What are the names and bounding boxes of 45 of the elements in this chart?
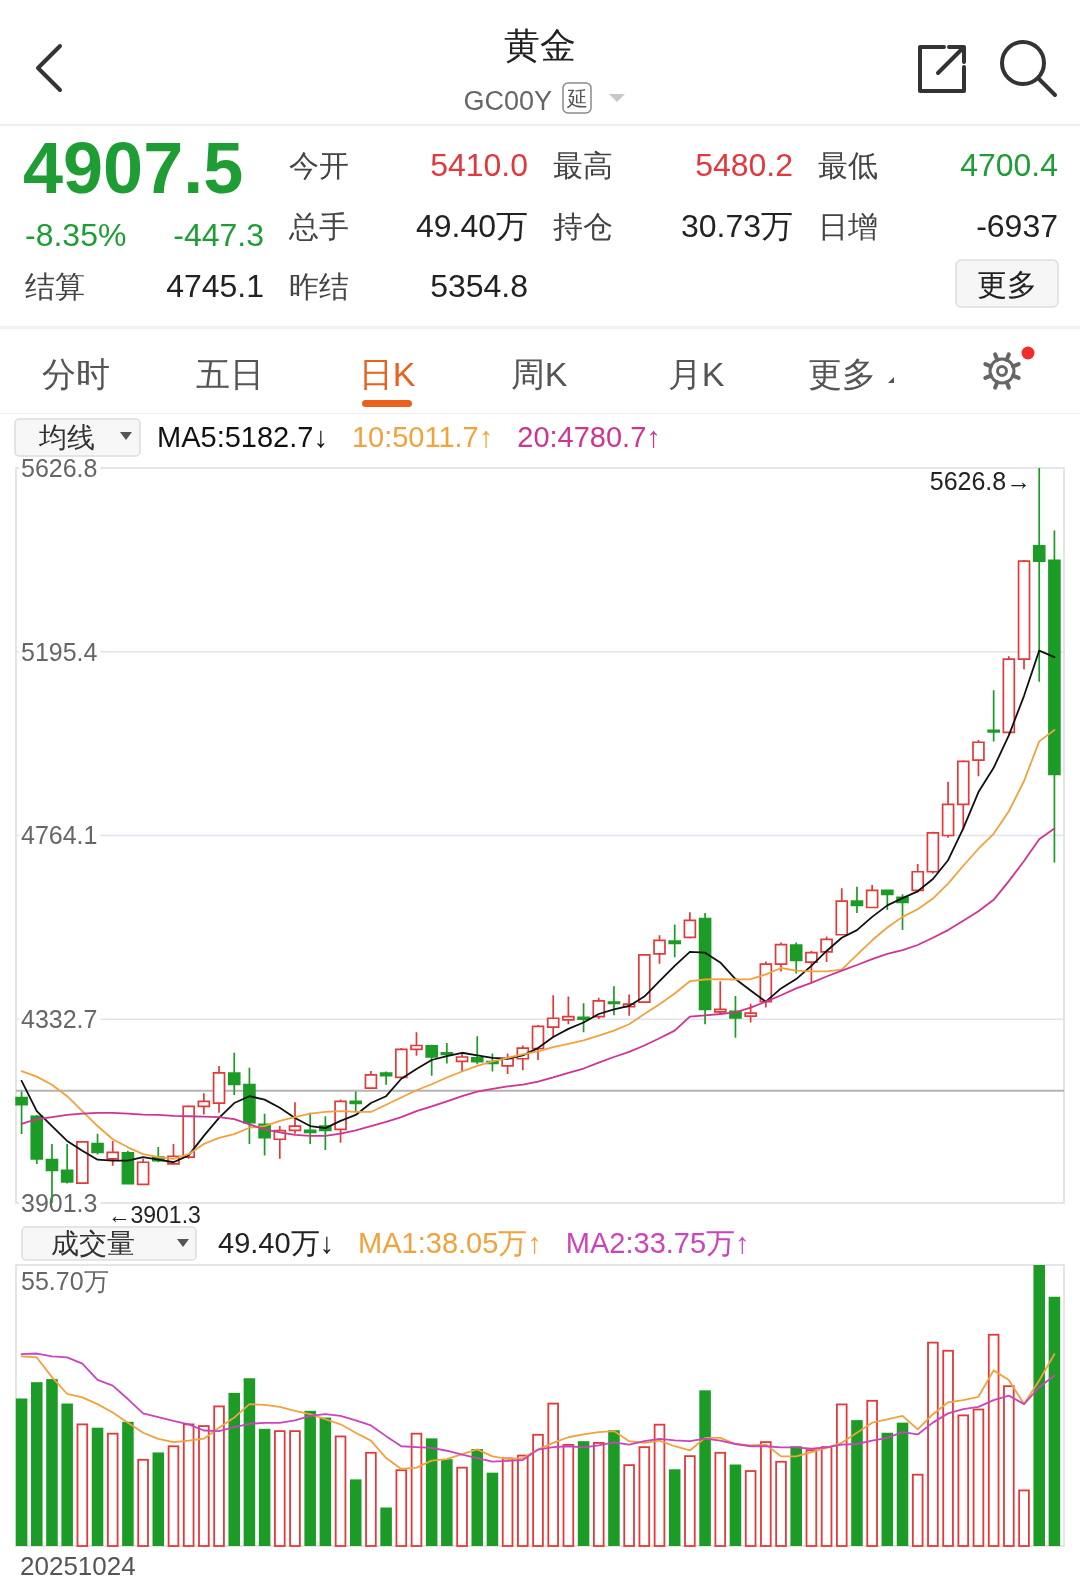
text: 最低 (818, 149, 878, 182)
text: 持仓 (553, 210, 613, 243)
text: 5354.8 (430, 268, 528, 304)
y-tick-label: 4332.7 (21, 1005, 98, 1034)
text: MA5:5182.7↓ (157, 421, 328, 453)
y-tick-label: 5195.4 (21, 637, 98, 666)
text: 日K (358, 355, 416, 393)
text: 最高 (553, 149, 613, 182)
text: 49.40万↓ (218, 1227, 335, 1259)
text: 更多 (977, 268, 1037, 301)
text: 5410.0 (430, 147, 528, 183)
text: 周K (510, 355, 568, 393)
text: 4745.1 (166, 268, 264, 304)
y-tick-label: 5626.8 (21, 454, 98, 482)
text: 结算 (25, 270, 85, 303)
text: 更多 (808, 355, 876, 393)
text: 今开 (289, 149, 349, 182)
annotation: 5626.8→ (929, 467, 1032, 495)
text: -447.3 (173, 217, 264, 253)
text: 49.40万 (415, 208, 528, 244)
text: 五日 (196, 355, 264, 393)
y-tick-label: 4764.1 (21, 821, 98, 850)
y-tick-label: 3901.3 (21, 1189, 98, 1217)
text: -6937 (976, 208, 1058, 244)
text: 黄金 (504, 25, 576, 66)
text: 5480.2 (695, 147, 793, 183)
text: 月K (667, 355, 725, 393)
text: GC00Y (463, 86, 552, 116)
text: MA2:33.75万↑ (565, 1227, 750, 1259)
text: 4907.5 (23, 128, 244, 208)
text: 4700.4 (960, 147, 1058, 183)
text: 昨结 (289, 270, 349, 303)
annotation: ←3901.3 (107, 1202, 201, 1228)
text: 20:4780.7↑ (517, 421, 661, 453)
text: MA1:38.05万↑ (358, 1227, 542, 1259)
text: 20251024 (20, 1551, 136, 1581)
text: 日增 (818, 210, 878, 243)
legend-title: 成交量 (51, 1228, 135, 1259)
annotation: 55.70万 (21, 1267, 109, 1295)
text: 10:5011.7↑ (351, 421, 494, 453)
legend-title: 均线 (38, 422, 95, 453)
text: -8.35% (25, 217, 127, 253)
text: 总手 (288, 210, 349, 243)
text: 30.73万 (680, 208, 793, 244)
text: 分时 (42, 355, 110, 393)
